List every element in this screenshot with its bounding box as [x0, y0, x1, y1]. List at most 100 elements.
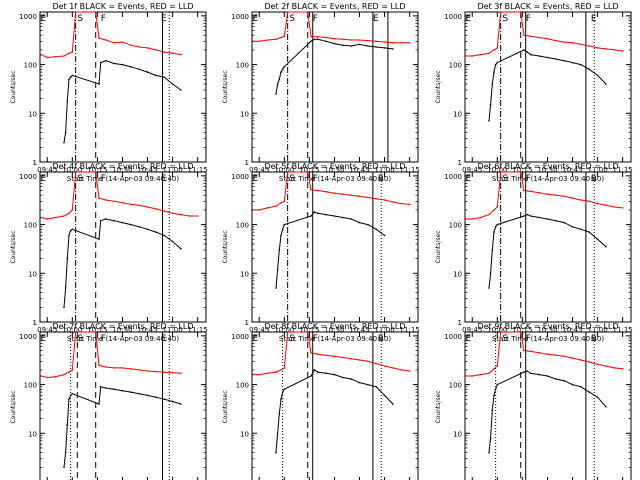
data-point — [571, 42, 574, 44]
data-point — [63, 373, 65, 376]
x-tick-label: 11:00 — [162, 326, 182, 334]
data-point — [71, 74, 74, 77]
series-line-events — [275, 211, 385, 289]
data-point — [580, 43, 582, 46]
data-point — [342, 193, 344, 195]
x-tick-label: 11:15 — [188, 166, 208, 174]
data-point — [278, 249, 281, 251]
data-point — [519, 331, 522, 333]
data-point — [313, 211, 316, 213]
data-point — [350, 194, 353, 196]
interval-marker-label: S — [289, 334, 295, 344]
data-point — [171, 240, 174, 243]
data-point — [306, 11, 309, 13]
data-point — [281, 228, 284, 231]
data-point — [383, 199, 386, 201]
data-point — [71, 392, 74, 395]
data-point — [252, 209, 254, 211]
x-tick-label: 10:45 — [137, 166, 157, 174]
data-point — [488, 213, 490, 216]
data-point — [325, 40, 327, 43]
data-point — [63, 55, 65, 57]
interval-marker-label: F — [313, 334, 318, 344]
interval-marker-label: E — [591, 334, 597, 344]
data-point — [546, 353, 549, 356]
data-point — [519, 11, 522, 13]
data-point — [68, 212, 70, 215]
data-point — [325, 354, 327, 357]
panel-title: Det 2f BLACK = Events, RED = LLD — [264, 2, 405, 11]
data-point — [171, 83, 174, 85]
data-point — [563, 59, 565, 62]
data-point — [310, 35, 312, 38]
data-point — [163, 51, 165, 53]
data-point — [596, 396, 599, 399]
data-point — [350, 357, 353, 360]
detector-panel: Det 1f BLACK = Events, RED = LLD 1 10 100 10… — [10, 2, 208, 183]
data-point — [63, 306, 65, 309]
x-tick-label: 11:00 — [162, 166, 182, 174]
y-tick-label: 1000 — [231, 333, 249, 341]
x-axis-label: Start Time (14-Apr-03 09:40:40) — [492, 175, 604, 183]
data-point — [104, 59, 107, 62]
x-tick-label: 10:45 — [562, 166, 582, 174]
data-point — [99, 386, 102, 388]
interval-marker-label: E — [161, 14, 167, 24]
data-point — [408, 203, 411, 206]
data-point — [375, 228, 378, 231]
data-point — [258, 40, 261, 43]
interval-marker-label: S — [77, 334, 83, 344]
data-point — [408, 42, 411, 44]
data-point — [280, 369, 282, 371]
data-point — [493, 394, 495, 397]
data-point — [383, 394, 386, 397]
interval-marker-label: E — [466, 334, 472, 344]
data-point — [121, 41, 124, 43]
data-point — [64, 287, 67, 289]
data-point — [283, 367, 286, 369]
data-point — [98, 403, 100, 405]
data-point — [98, 83, 100, 85]
data-point — [358, 381, 361, 384]
data-point — [171, 371, 174, 374]
data-point — [325, 36, 327, 39]
data-point — [188, 215, 191, 217]
data-point — [325, 372, 327, 375]
x-tick-label: 11:15 — [400, 326, 420, 334]
interval-marker-label: E — [253, 14, 259, 24]
y-tick-label: 1000 — [231, 173, 249, 181]
x-tick-label: 10:00 — [62, 326, 82, 334]
data-point — [71, 51, 74, 53]
y-axis-label: Counts/sec — [222, 230, 229, 263]
data-point — [588, 45, 590, 47]
interval-marker-label: F — [526, 14, 531, 24]
data-point — [375, 197, 378, 200]
data-point — [71, 209, 74, 211]
y-tick-label: 100 — [449, 382, 462, 390]
detector-panel: Det 4f BLACK = Events, RED = LLD11010010… — [10, 162, 208, 343]
x-tick-label: 10:45 — [562, 326, 582, 334]
data-point — [46, 56, 48, 59]
data-point — [350, 45, 353, 47]
plot-frame — [39, 331, 207, 480]
data-point — [491, 249, 494, 251]
data-point — [350, 39, 353, 41]
data-point — [588, 361, 590, 363]
data-point — [496, 383, 499, 386]
data-point — [54, 375, 57, 378]
interval-marker-label: E — [41, 14, 47, 24]
data-point — [465, 55, 467, 57]
data-point — [155, 208, 157, 210]
data-point — [383, 234, 386, 237]
data-point — [275, 38, 277, 41]
data-point — [280, 398, 282, 401]
series-line-events — [63, 218, 182, 308]
data-point — [171, 400, 174, 403]
y-tick-label: 100 — [449, 62, 462, 70]
data-point — [283, 223, 286, 226]
data-point — [529, 350, 532, 353]
y-tick-label: 1000 — [444, 173, 462, 181]
data-point — [310, 40, 312, 43]
data-point — [63, 141, 65, 144]
data-point — [316, 371, 319, 373]
